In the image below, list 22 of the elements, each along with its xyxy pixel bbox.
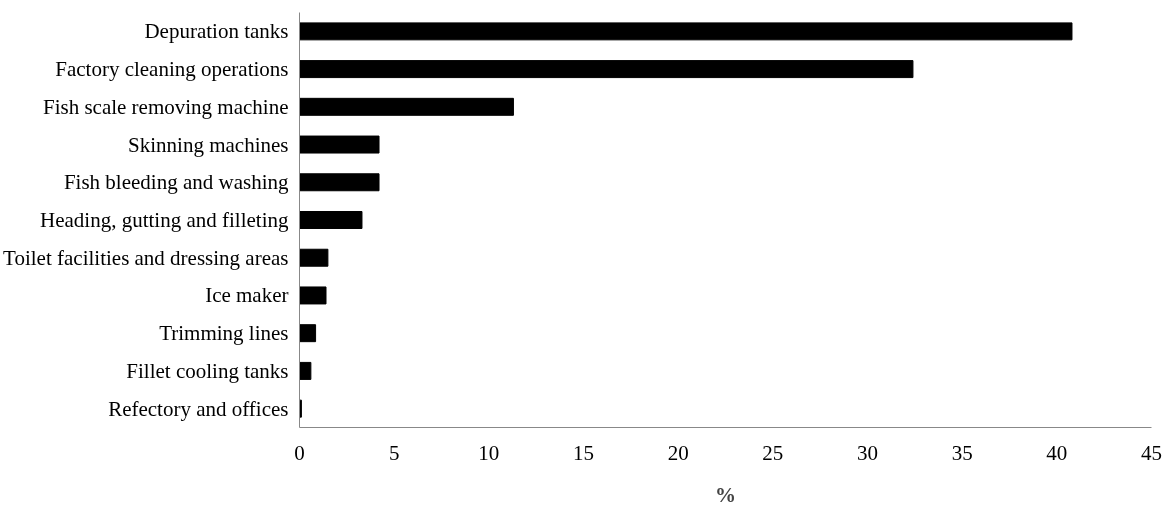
y-tick-label: Skinning machines [128, 132, 289, 157]
y-tick-label: Heading, gutting and filleting [40, 208, 289, 232]
x-tick-label: 35 [951, 440, 973, 465]
x-tick-label: 20 [667, 440, 689, 465]
y-tick-label: Factory cleaning operations [55, 57, 289, 82]
y-tick-label: Fish scale removing machine [42, 94, 289, 119]
y-tick-label: Refectory and offices [108, 396, 289, 421]
x-tick-label: 0 [294, 440, 305, 465]
x-tick-label: 40 [1046, 440, 1068, 465]
x-tick-label: 15 [573, 440, 594, 465]
y-tick-label: Ice maker [205, 283, 289, 308]
y-tick-label: Toilet facilities and dressing areas [3, 245, 289, 270]
y-tick-label: Fillet cooling tanks [126, 358, 289, 383]
x-tick-label: 5 [388, 440, 400, 465]
x-tick-label: 45 [1141, 440, 1162, 465]
y-tick-label: Depuration tanks [144, 19, 289, 44]
x-tick-label: 30 [857, 440, 878, 465]
x-tick-label: 10 [478, 440, 500, 465]
y-tick-label: Trimming lines [159, 321, 289, 346]
y-tick-label: Fish bleeding and washing [63, 170, 289, 195]
x-tick-label: 25 [762, 440, 784, 465]
x-axis-title: % [715, 482, 736, 507]
